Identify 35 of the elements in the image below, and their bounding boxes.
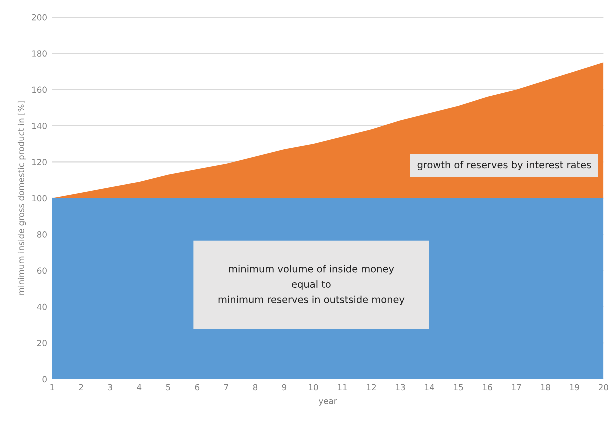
x-tick-label: 3 xyxy=(108,384,112,391)
y-tick-label: 200 xyxy=(32,14,47,21)
x-tick-label: 11 xyxy=(338,384,348,391)
x-tick-label: 19 xyxy=(570,384,580,391)
x-tick-label: 10 xyxy=(309,384,318,391)
y-tick-label: 0 xyxy=(42,376,47,383)
x-tick-label: 16 xyxy=(483,384,492,391)
x-tick-label: 6 xyxy=(195,384,200,391)
x-tick-label: 4 xyxy=(137,384,142,391)
x-tick-label: 1 xyxy=(50,384,54,391)
x-axis-title: year xyxy=(318,399,338,406)
x-tick-label: 20 xyxy=(598,384,608,391)
y-tick-label: 180 xyxy=(32,50,47,57)
y-tick-label: 120 xyxy=(32,159,47,166)
annotation: growth of reserves by interest rates xyxy=(418,161,592,171)
x-tick-label: 8 xyxy=(253,384,258,391)
x-tick-label: 7 xyxy=(224,384,228,391)
y-tick-label: 60 xyxy=(37,268,47,274)
y-tick-label: 140 xyxy=(32,122,47,130)
y-tick-label: 100 xyxy=(32,195,47,202)
y-tick-label: 160 xyxy=(32,86,47,94)
x-tick-label: 5 xyxy=(166,384,170,391)
y-tick-label: 20 xyxy=(38,340,47,346)
x-tick-label: 13 xyxy=(396,384,406,391)
x-tick-label: 2 xyxy=(79,384,84,391)
annotation: minimum volume of inside money equal to minimum reserves in outstside money xyxy=(218,265,405,306)
x-tick-label: 18 xyxy=(541,384,550,391)
x-tick-label: 14 xyxy=(425,384,434,391)
y-tick-label: 80 xyxy=(37,232,47,238)
x-tick-label: 12 xyxy=(367,384,376,391)
y-tick-label: 40 xyxy=(37,304,47,310)
x-tick-label: 17 xyxy=(512,384,522,391)
x-tick-label: 15 xyxy=(454,384,464,391)
y-axis-title: minimum inside gross domestic product in [%] xyxy=(18,102,26,295)
x-tick-label: 9 xyxy=(282,384,287,391)
